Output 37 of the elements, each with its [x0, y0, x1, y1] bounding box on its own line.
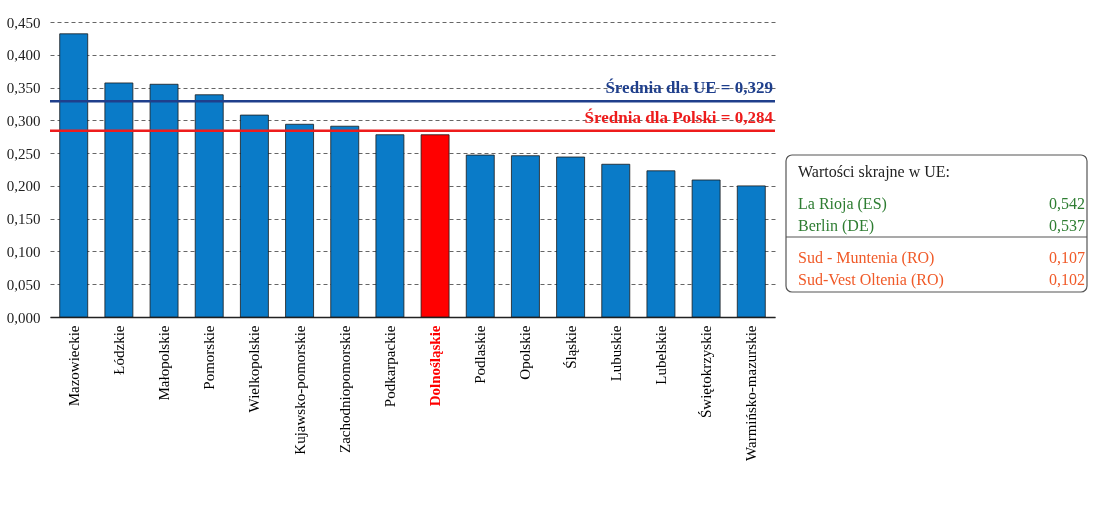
y-tick-label: 0,000 [6, 309, 41, 326]
y-tick-label: 0,200 [6, 178, 41, 195]
text: 0,107 [1049, 249, 1085, 266]
x-tick-label: Kujawsko-pomorskie [291, 325, 308, 455]
x-tick-label: Śląskie [562, 325, 579, 369]
y-tick-label: 0,100 [6, 243, 41, 260]
y-tick-label: 0,450 [6, 14, 41, 31]
text: Berlin (DE) [798, 217, 874, 235]
y-tick-label: 0,250 [6, 145, 41, 162]
y-tick-label: 0,400 [6, 47, 41, 64]
text: Sud-Vest Oltenia (RO) [798, 271, 944, 289]
x-tick-label: Mazowieckie [65, 325, 82, 407]
text: Sud - Muntenia (RO) [798, 249, 935, 267]
ref-line-label: Średnia dla Polski = 0,284 [584, 107, 774, 127]
x-tick-label: Lubuskie [607, 325, 624, 382]
y-tick-label: 0,050 [6, 276, 41, 293]
x-tick-label: Opolskie [517, 325, 534, 380]
x-tick-label: Podkarpackie [381, 325, 398, 408]
x-tick-label: Zachodniopomorskie [336, 325, 353, 453]
y-tick-label: 0,300 [6, 112, 41, 129]
text: 0,542 [1049, 195, 1085, 212]
y-tick-label: 0,350 [6, 80, 41, 97]
ref-line-label: Średnia dla UE = 0,329 [605, 78, 773, 98]
y-tick-label: 0,150 [6, 211, 41, 228]
x-tick-label: Warmińsko-mazurskie [743, 325, 760, 461]
text: 0,102 [1049, 271, 1085, 288]
x-tick-label: Dolnośląskie [427, 325, 444, 407]
x-tick-label: Pomorskie [201, 325, 218, 390]
x-tick-label: Wielkopolskie [246, 325, 263, 413]
text: Wartości skrajne w UE: [798, 163, 950, 181]
x-tick-label: Łódzkie [110, 325, 127, 375]
text: 0,537 [1049, 217, 1085, 234]
x-tick-label: Świętokrzyskie [698, 325, 715, 418]
x-tick-label: Podlaskie [472, 325, 489, 384]
x-tick-label: Małopolskie [156, 325, 173, 401]
text: La Rioja (ES) [798, 195, 887, 213]
x-tick-label: Lubelskie [652, 325, 669, 385]
